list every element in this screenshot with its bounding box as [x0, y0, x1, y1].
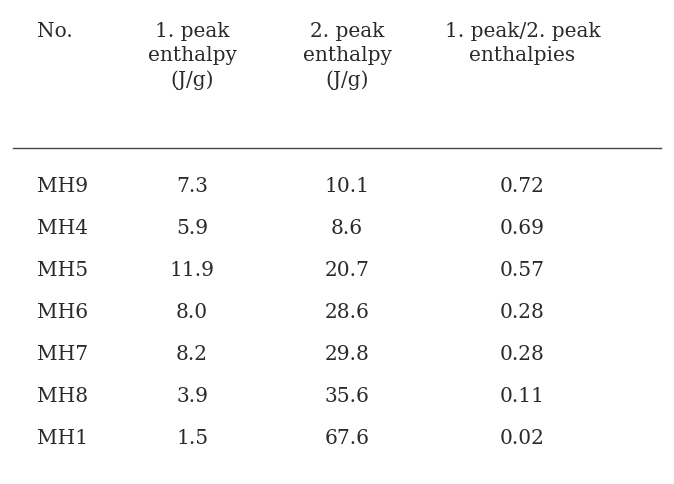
Text: MH1: MH1 — [37, 429, 88, 448]
Text: 11.9: 11.9 — [170, 261, 214, 280]
Text: 0.69: 0.69 — [500, 219, 545, 238]
Text: 28.6: 28.6 — [325, 303, 369, 322]
Text: MH9: MH9 — [37, 177, 88, 196]
Text: 1. peak/2. peak
enthalpies: 1. peak/2. peak enthalpies — [445, 22, 600, 65]
Text: 0.57: 0.57 — [500, 261, 545, 280]
Text: 0.72: 0.72 — [500, 177, 545, 196]
Text: 7.3: 7.3 — [176, 177, 208, 196]
Text: 67.6: 67.6 — [325, 429, 369, 448]
Text: MH4: MH4 — [37, 219, 88, 238]
Text: 35.6: 35.6 — [325, 387, 369, 406]
Text: MH8: MH8 — [37, 387, 88, 406]
Text: 8.2: 8.2 — [176, 345, 208, 364]
Text: 0.02: 0.02 — [500, 429, 545, 448]
Text: 0.11: 0.11 — [500, 387, 545, 406]
Text: MH6: MH6 — [37, 303, 88, 322]
Text: 8.6: 8.6 — [331, 219, 363, 238]
Text: 1.5: 1.5 — [176, 429, 208, 448]
Text: 2. peak
enthalpy
(J/g): 2. peak enthalpy (J/g) — [303, 22, 392, 90]
Text: 20.7: 20.7 — [325, 261, 369, 280]
Text: 3.9: 3.9 — [176, 387, 208, 406]
Text: 10.1: 10.1 — [325, 177, 369, 196]
Text: 0.28: 0.28 — [500, 345, 545, 364]
Text: 5.9: 5.9 — [176, 219, 208, 238]
Text: 8.0: 8.0 — [176, 303, 208, 322]
Text: 0.28: 0.28 — [500, 303, 545, 322]
Text: 1. peak
enthalpy
(J/g): 1. peak enthalpy (J/g) — [148, 22, 237, 90]
Text: MH5: MH5 — [37, 261, 88, 280]
Text: No.: No. — [37, 22, 73, 41]
Text: 29.8: 29.8 — [325, 345, 369, 364]
Text: MH7: MH7 — [37, 345, 88, 364]
